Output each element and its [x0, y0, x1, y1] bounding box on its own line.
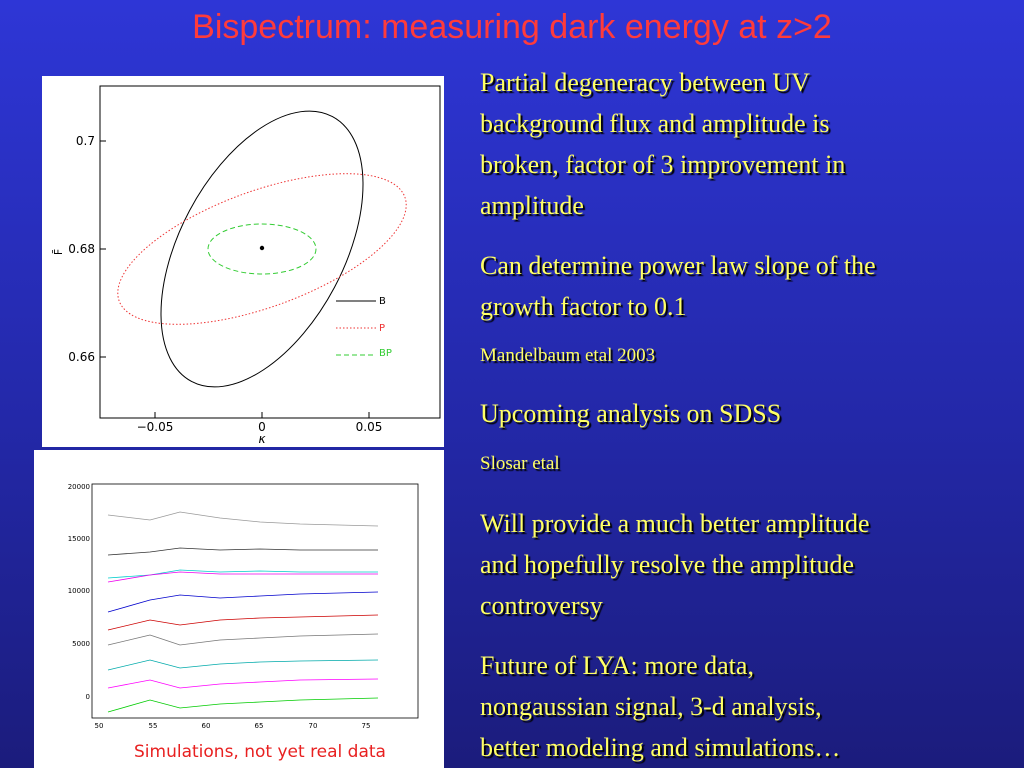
x-tick-label: 0.05 [356, 420, 383, 434]
paragraph: Mandelbaum etal 2003 [480, 343, 1015, 369]
y-tick-label: 15000 [68, 535, 90, 543]
text-line: and hopefully resolve the amplitude [480, 550, 855, 579]
paragraph: Upcoming analysis on SDSS [480, 393, 1015, 434]
paragraph: Can determine power law slope of the grow… [480, 245, 1015, 327]
text-line: amplitude [480, 191, 584, 220]
contour-p [117, 173, 407, 325]
text-line: Will provide a much better amplitude [480, 509, 870, 538]
text-line: Mandelbaum etal 2003 [480, 345, 656, 366]
x-tick-label: 70 [309, 722, 318, 730]
text-line: Slosar etal [480, 453, 560, 474]
y-tick-label: 0 [86, 693, 90, 701]
text-line: growth factor to 0.1 [480, 292, 687, 321]
legend-entry: BP [379, 348, 392, 359]
y-tick-label: 5000 [72, 640, 90, 648]
text-line: Partial degeneracy between UV [480, 68, 810, 97]
y-tick-label: 10000 [68, 587, 90, 595]
x-tick-label: 65 [255, 722, 264, 730]
slide-title: Bispectrum: measuring dark energy at z>2 [192, 8, 832, 46]
x-tick-label: 60 [202, 722, 211, 730]
y-tick-label: 0.66 [68, 350, 95, 364]
x-axis-label: κ [258, 432, 266, 446]
text-line: nongaussian signal, 3-d analysis, [480, 692, 822, 721]
x-tick-label: −0.05 [137, 420, 174, 434]
simulation-figure: 20000 15000 10000 5000 0 50 55 60 65 70 … [34, 450, 444, 768]
text-line: Can determine power law slope of the [480, 251, 876, 280]
figure-caption: Simulations, not yet real data [134, 742, 386, 762]
text-line: Upcoming analysis on SDSS [480, 399, 782, 428]
text-line: broken, factor of 3 improvement in [480, 150, 846, 179]
y-axis-label: F̄ [52, 249, 65, 255]
paragraph: Will provide a much better amplitude and … [480, 503, 1015, 626]
legend-entry: P [379, 323, 385, 334]
x-tick-label: 55 [149, 722, 158, 730]
contour-b [160, 110, 364, 388]
x-tick-label: 75 [362, 722, 371, 730]
legend-entry: B [379, 296, 386, 307]
paragraph: Future of LYA: more data, nongaussian sig… [480, 645, 1015, 768]
y-tick-label: 0.68 [68, 242, 95, 256]
plot-frame [99, 85, 441, 419]
contour-bp [207, 223, 317, 275]
text-line: better modeling and simulations… [480, 733, 841, 762]
contour-figure: 0.7 0.68 0.66 −0.05 0 0.05 κ F̄ B P BP [42, 76, 444, 447]
paragraph: Partial degeneracy between UV background … [480, 62, 1015, 226]
plot-frame [91, 483, 419, 719]
paragraph: Slosar etal [480, 451, 1015, 477]
x-tick-label: 0 [258, 420, 266, 434]
simulation-curves [107, 511, 379, 713]
y-tick-label: 0.7 [76, 134, 95, 148]
y-tick-label: 20000 [68, 483, 90, 491]
x-tick-label: 50 [95, 722, 104, 730]
fiducial-point [259, 245, 265, 251]
text-line: Future of LYA: more data, [480, 651, 754, 680]
text-line: controversy [480, 591, 603, 620]
text-line: background flux and amplitude is [480, 109, 830, 138]
